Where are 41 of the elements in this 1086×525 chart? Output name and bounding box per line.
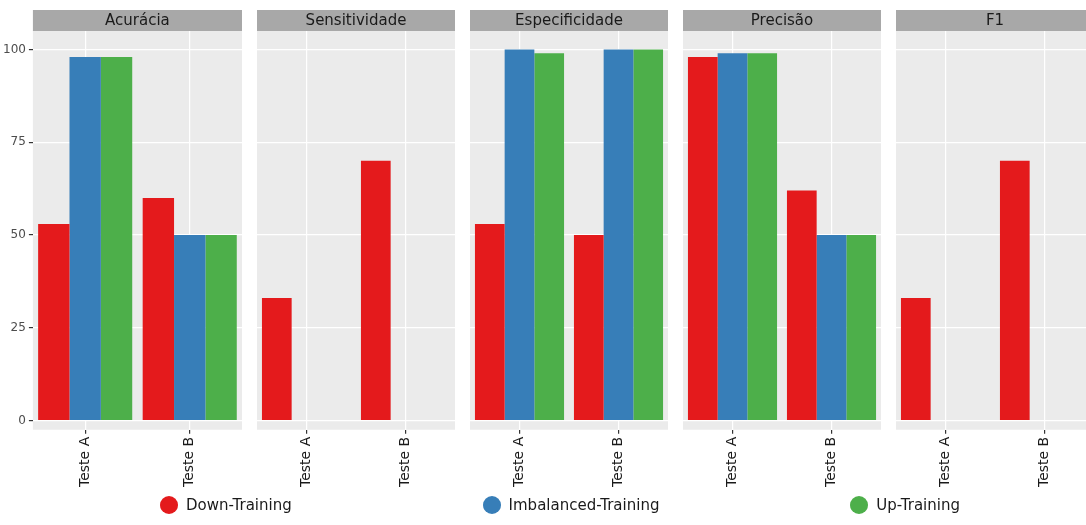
bar — [747, 53, 778, 420]
bar — [603, 49, 634, 420]
x-tick-label: Teste B — [396, 436, 413, 489]
y-tick-label: 100 — [3, 41, 26, 56]
y-tick-label: 75 — [10, 134, 26, 149]
chart-title: Precisão — [750, 11, 814, 30]
chart-title: Especificidade — [515, 11, 623, 30]
legend-label: Up-Training — [876, 496, 960, 514]
bar — [504, 49, 535, 420]
x-tick-label: Teste B — [609, 436, 626, 489]
bar — [786, 190, 817, 420]
x-tick-label: Teste B — [180, 436, 197, 489]
x-tick-label: Teste A — [936, 436, 953, 488]
bar — [474, 223, 505, 420]
y-tick-label: 25 — [10, 319, 26, 334]
bar — [38, 223, 70, 420]
bar — [846, 235, 877, 420]
y-tick-label: 50 — [10, 227, 26, 242]
x-tick-label: Teste A — [297, 436, 314, 488]
bar — [205, 235, 237, 420]
bar — [816, 235, 847, 420]
bar — [573, 235, 604, 420]
bar — [69, 56, 101, 420]
x-tick-label: Teste A — [75, 436, 92, 488]
x-tick-label: Teste B — [1035, 436, 1052, 489]
x-tick-label: Teste A — [723, 436, 740, 488]
bar — [687, 56, 718, 420]
bar — [174, 235, 206, 420]
bar — [633, 49, 664, 420]
bar — [100, 56, 133, 420]
bar — [717, 53, 748, 420]
chart-title: Sensitividade — [305, 11, 407, 30]
legend-label: Imbalanced-Training — [508, 496, 660, 514]
x-tick-label: Teste A — [510, 436, 527, 488]
bar — [142, 197, 175, 420]
bar — [534, 53, 565, 420]
x-tick-label: Teste B — [822, 436, 839, 489]
chart-title: F1 — [985, 11, 1005, 30]
chart-title: Acurácia — [105, 11, 170, 30]
y-tick-label: 0 — [18, 412, 26, 427]
legend-label: Down-Training — [186, 496, 292, 514]
